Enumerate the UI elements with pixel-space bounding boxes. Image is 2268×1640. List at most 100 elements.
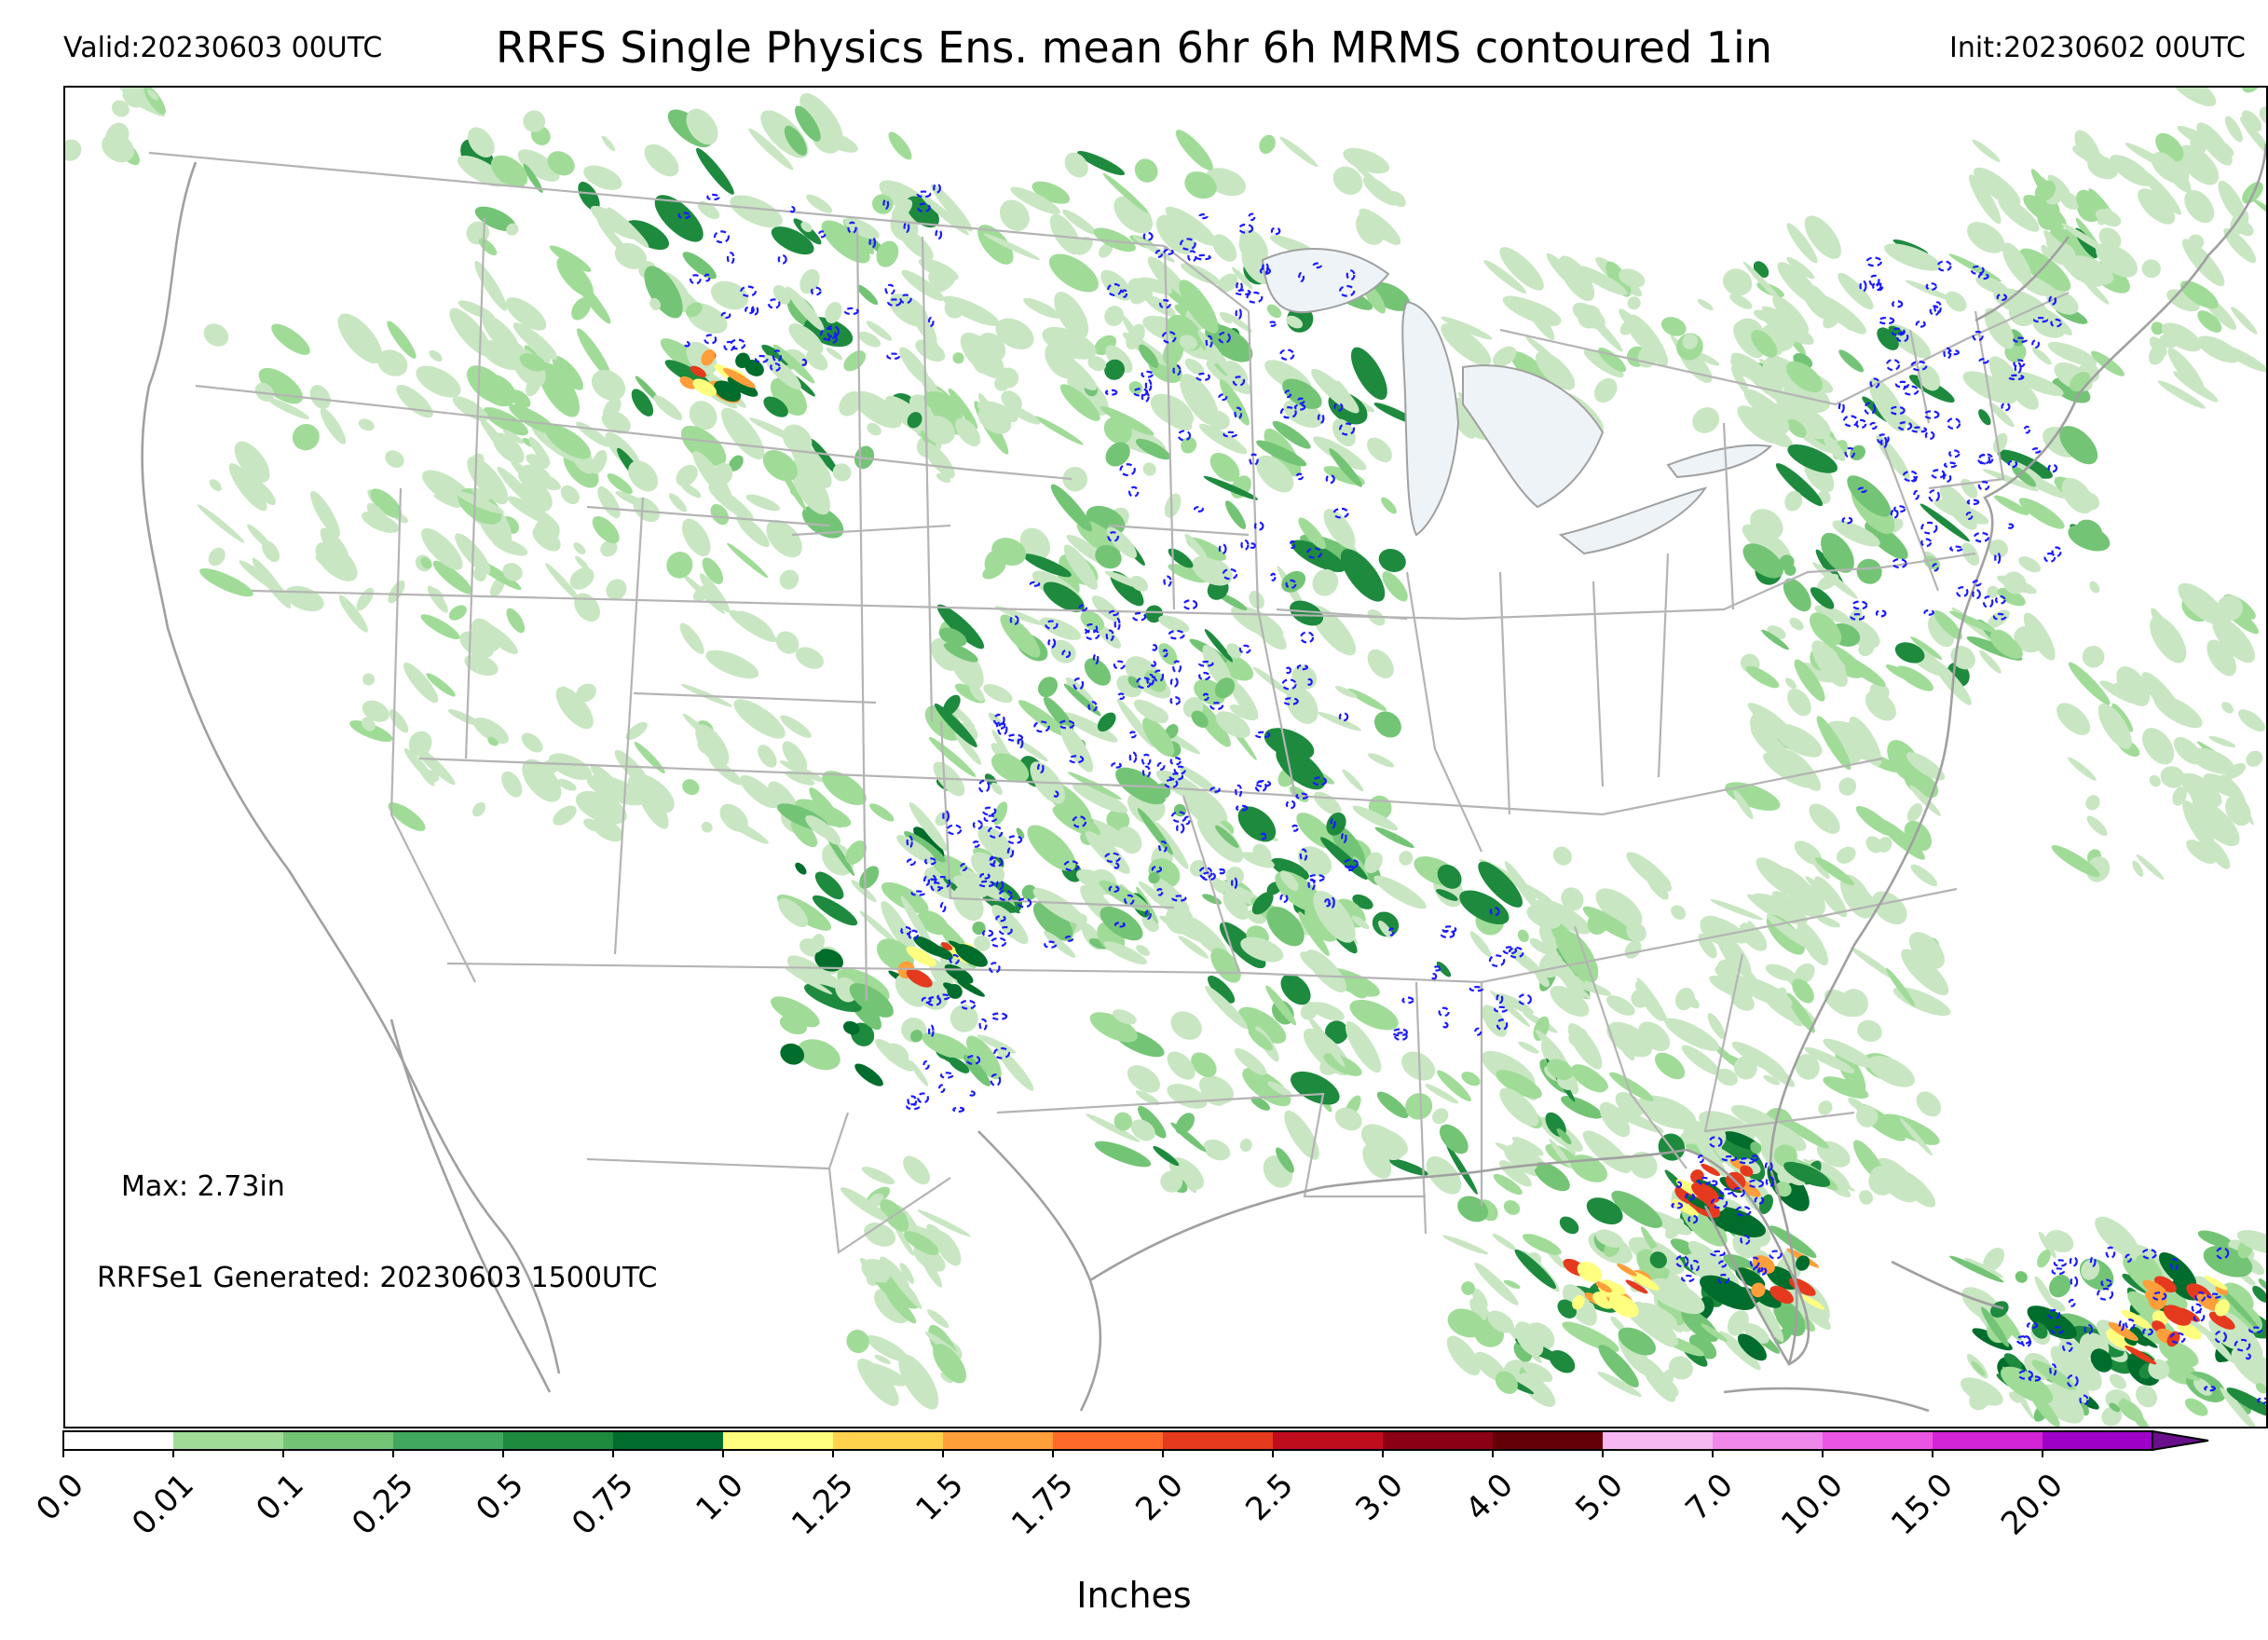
precip-cell (1286, 315, 1304, 329)
colorbar-tick-label: 0.75 (565, 1467, 641, 1543)
precip-cell (1599, 1101, 1631, 1138)
mrms-contour (1508, 946, 1524, 959)
precip-cell (1265, 985, 1296, 1026)
precip-cell (1184, 358, 1205, 376)
precip-cell (1730, 990, 1755, 1011)
precip-cell (779, 760, 826, 783)
precip-cell (795, 862, 807, 875)
precip-cell (1716, 932, 1752, 977)
precip-cell (1104, 359, 1126, 380)
precip-cell (1478, 861, 1523, 908)
precip-core (1625, 1279, 1648, 1294)
chart-title: RRFS Single Physics Ens. mean 6hr 6h MRM… (496, 22, 1772, 73)
precip-cell (501, 771, 523, 798)
colorbar-tick-label: 2.0 (1128, 1467, 1191, 1529)
precip-cell (1340, 549, 1386, 602)
mrms-contour (755, 354, 769, 363)
precip-cell (932, 275, 956, 294)
precip-cell (1441, 323, 1492, 366)
precip-cell (1504, 861, 1541, 912)
mrms-contour (935, 228, 943, 240)
mrms-contour (1441, 1021, 1449, 1029)
precip-core (727, 376, 758, 397)
mrms-contour (1237, 223, 1254, 234)
mrms-contour (2032, 316, 2049, 323)
precip-cell (1763, 752, 1814, 788)
precip-cell (2148, 201, 2175, 220)
precip-cell (523, 110, 546, 133)
mrms-contour (1017, 897, 1032, 909)
precip-cell (1309, 1002, 1345, 1021)
precip-cell (874, 1354, 892, 1364)
precip-cell (2060, 1342, 2099, 1391)
precip-cell (635, 376, 661, 403)
precip-cell (1998, 197, 2040, 232)
precip-cell (1538, 952, 1564, 978)
mrms-contour (2047, 1308, 2061, 1320)
mrms-contour (927, 1024, 935, 1038)
precip-cell (2220, 1387, 2258, 1427)
precip-cell (1509, 948, 1543, 977)
precip-cell (2002, 571, 2027, 594)
mrms-contour (1198, 866, 1213, 880)
mrms-contour (2169, 1332, 2186, 1345)
precip-cell (1202, 894, 1223, 905)
precip-cell (1266, 304, 1282, 319)
precip-cell (800, 221, 813, 233)
precip-cell (894, 1224, 914, 1256)
precip-cell (785, 771, 815, 786)
precip-cell (1284, 1110, 1319, 1160)
colorbar-cell (833, 1431, 944, 1450)
precip-cell (1063, 544, 1098, 590)
precip-cell (2258, 1278, 2266, 1291)
mrms-contour (2043, 552, 2056, 563)
precip-cell (2045, 1230, 2074, 1253)
precip-cell (2186, 840, 2217, 865)
precip-shading (65, 88, 2266, 1427)
precip-cell (1706, 916, 1748, 944)
mrms-contour (1029, 581, 1041, 587)
precip-cell (2018, 498, 2065, 529)
mrms-contour (1489, 907, 1500, 917)
precip-core (1617, 1264, 1637, 1277)
precip-cell (771, 226, 814, 255)
precip-cell (1063, 683, 1101, 717)
mrms-contour (2142, 1328, 2153, 1336)
precip-core (2204, 1276, 2228, 1291)
precip-cell (1871, 891, 1907, 924)
precip-cell (1558, 255, 1595, 301)
precip-cell (1308, 1016, 1346, 1068)
mrms-contour (1710, 1180, 1718, 1187)
mrms-contour (1141, 390, 1150, 403)
precip-cell (2251, 198, 2266, 235)
mrms-contour (1764, 1161, 1773, 1172)
mrms-contour (1107, 282, 1123, 296)
mrms-contour (998, 889, 1013, 902)
precip-cell (1787, 444, 1838, 473)
precip-cell (943, 643, 978, 663)
precip-cell (1087, 356, 1107, 372)
precip-cell (1229, 679, 1259, 719)
precip-cell (867, 422, 881, 436)
precip-cell (577, 328, 611, 378)
mrms-contour (1851, 600, 1868, 610)
precip-cell (502, 429, 525, 444)
precip-cell (1165, 724, 1179, 739)
precip-cell (1027, 825, 1076, 871)
precip-cell (840, 1187, 889, 1222)
mrms-contour (1087, 701, 1098, 712)
mrms-contour (921, 996, 932, 1004)
mrms-contour (1328, 896, 1335, 909)
precip-cell (974, 935, 991, 951)
precip-cell (1021, 884, 1037, 900)
precip-cell (954, 417, 981, 447)
mrms-contour (1285, 800, 1296, 810)
precip-cell (2157, 380, 2206, 409)
precip-core (913, 936, 946, 957)
precip-cell (420, 556, 432, 569)
precip-cell (1629, 1151, 1658, 1179)
precip-cell (1514, 1321, 1544, 1357)
precip-cell (421, 527, 463, 570)
mrms-contour (2207, 1292, 2221, 1299)
precip-cell (1023, 297, 1060, 319)
